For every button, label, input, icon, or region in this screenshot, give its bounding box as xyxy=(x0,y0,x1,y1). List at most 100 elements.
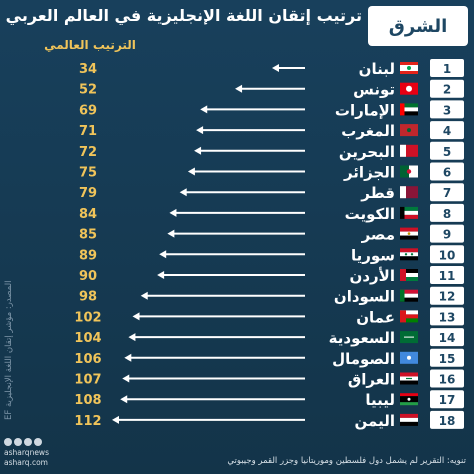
somalia-flag xyxy=(400,351,418,364)
bahrain-flag xyxy=(400,144,418,157)
rank-arrow-head xyxy=(128,333,136,342)
social-icons xyxy=(4,438,42,446)
rank-value: 34 xyxy=(79,62,97,77)
instagram-icon[interactable] xyxy=(14,438,22,446)
saudi-flag xyxy=(400,331,418,344)
country-name: المغرب xyxy=(341,122,395,140)
website-link[interactable]: asharq.com xyxy=(4,458,48,467)
row-number-box xyxy=(430,162,464,181)
rank-arrow-head xyxy=(157,271,165,279)
rank-arrow-head xyxy=(159,250,167,259)
country-name: مصر xyxy=(361,226,395,244)
source-credit: المصدر: مؤشر إتقان اللغة الإنجليزية EF xyxy=(4,280,14,420)
row-number: 3 xyxy=(443,103,451,117)
rank-value: 69 xyxy=(79,103,97,118)
country-name: الجزائر xyxy=(343,164,395,182)
youtube-icon[interactable] xyxy=(24,438,32,446)
rank-arrow-head xyxy=(272,64,279,72)
row-number: 4 xyxy=(443,124,451,138)
row-number-box xyxy=(430,410,464,429)
row-number: 15 xyxy=(439,352,456,366)
qatar-flag xyxy=(400,186,418,199)
rank-value: 79 xyxy=(79,186,97,201)
row-number-box xyxy=(430,245,464,264)
country-name: قطر xyxy=(360,184,395,202)
country-name: البحرين xyxy=(339,143,395,161)
row-number-box xyxy=(430,79,464,98)
chart-subtitle: الترتيب العالمي xyxy=(44,38,136,52)
rank-arrow-head xyxy=(124,353,132,362)
syria-flag xyxy=(400,248,418,261)
rank-arrow-head xyxy=(235,84,243,93)
rank-value: 52 xyxy=(79,83,97,98)
jordan-flag xyxy=(400,269,418,281)
row-number-box xyxy=(430,390,464,409)
row-number: 10 xyxy=(439,248,456,262)
libya-flag xyxy=(400,393,418,406)
row-number-box xyxy=(430,348,464,367)
country-name: سوريا xyxy=(351,246,395,264)
asharq-logo: الشرق xyxy=(368,6,468,46)
row-number-box xyxy=(430,59,464,77)
row-number: 8 xyxy=(443,207,451,221)
row-number: 5 xyxy=(443,145,451,159)
row-number-box xyxy=(430,224,464,243)
iraq-flag xyxy=(400,372,418,385)
row-number: 14 xyxy=(439,331,456,345)
rank-value: 75 xyxy=(79,166,97,181)
sudan-flag xyxy=(400,289,418,302)
oman-flag xyxy=(400,310,418,323)
row-number: 17 xyxy=(439,393,456,407)
row-number: 6 xyxy=(443,166,451,180)
country-name: العراق xyxy=(348,371,395,389)
country-name: الأردن xyxy=(350,267,395,285)
row-number: 2 xyxy=(443,83,451,97)
row-number-box xyxy=(430,141,464,160)
country-name: تونس xyxy=(353,81,395,99)
row-number: 18 xyxy=(439,414,456,428)
rank-arrow-head xyxy=(187,167,195,176)
rank-arrow-head xyxy=(196,126,204,135)
facebook-icon[interactable] xyxy=(34,438,42,446)
country-name: اليمن xyxy=(355,412,395,430)
rank-value: 108 xyxy=(74,393,101,408)
rank-value: 112 xyxy=(74,414,101,429)
rank-value: 72 xyxy=(79,145,97,160)
rank-arrow-head xyxy=(194,146,202,155)
rank-value: 107 xyxy=(74,373,101,388)
row-number-box xyxy=(430,286,464,305)
social-handle[interactable]: asharqnews xyxy=(4,448,49,457)
rank-arrow-head xyxy=(179,188,187,197)
row-number: 11 xyxy=(439,269,456,283)
rank-arrow-head xyxy=(132,312,140,321)
morocco-flag xyxy=(400,124,418,137)
country-name: ليبيا xyxy=(365,391,395,409)
rank-value: 89 xyxy=(79,248,97,263)
country-name: السودان xyxy=(334,288,395,306)
tunisia-flag xyxy=(400,82,418,95)
rank-value: 71 xyxy=(79,124,97,139)
row-number-box xyxy=(430,121,464,140)
country-name: الكويت xyxy=(345,205,395,223)
rank-value: 106 xyxy=(74,352,101,367)
rank-value: 84 xyxy=(79,207,97,222)
row-number-box xyxy=(430,100,464,119)
rank-arrow-head xyxy=(120,395,128,404)
rank-arrow-head xyxy=(140,291,148,300)
row-number-box xyxy=(430,266,464,284)
row-number-box xyxy=(430,328,464,347)
rank-value: 98 xyxy=(79,290,97,305)
row-number: 12 xyxy=(439,290,456,304)
country-name: لبنان xyxy=(359,60,395,78)
rank-value: 102 xyxy=(74,310,101,325)
rank-arrow-head xyxy=(112,415,119,424)
rank-value: 104 xyxy=(74,331,101,346)
country-name: السعودية xyxy=(329,329,395,347)
algeria-flag xyxy=(400,165,418,178)
kuwait-flag xyxy=(400,206,418,219)
x-icon[interactable] xyxy=(4,438,12,446)
disclaimer-note: تنويه: التقرير لم يشمل دول فلسطين وموريت… xyxy=(227,456,466,466)
row-number: 9 xyxy=(443,228,451,242)
